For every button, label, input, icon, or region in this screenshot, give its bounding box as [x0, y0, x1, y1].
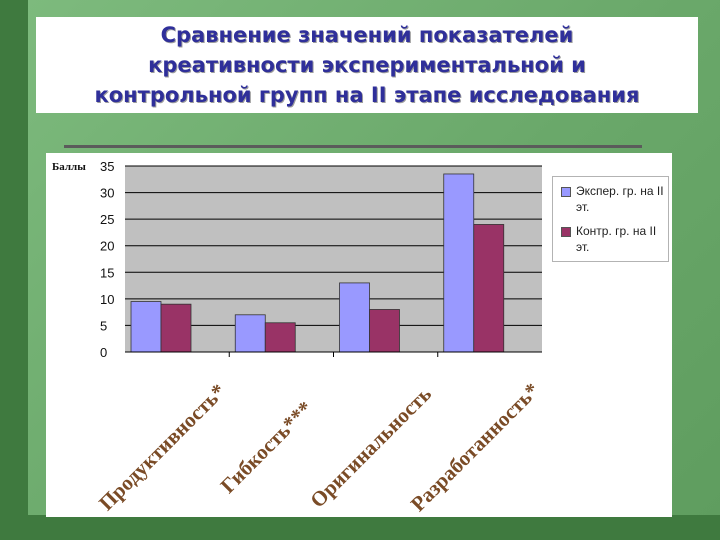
legend-swatch-experimental — [561, 187, 571, 197]
legend-item-experimental: Экспер. гр. на II эт. — [561, 183, 666, 215]
y-axis-label: Баллы — [52, 161, 86, 173]
x-tick-label-1: Гибкость*** — [216, 396, 318, 498]
title-box: Сравнение значений показателей креативно… — [36, 17, 698, 113]
legend-item-control: Контр. гр. на II эт. — [561, 223, 666, 255]
y-tick-label-25: 25 — [100, 212, 114, 227]
chart-container: 0 5 10 15 20 25 30 35 Продуктивность* Гибкость***… — [46, 153, 672, 517]
background-bottom-stripe — [0, 515, 720, 540]
bar-experimental-2 — [339, 282, 370, 353]
bar-control-3 — [473, 224, 505, 353]
bar-experimental-1 — [234, 314, 266, 353]
y-tick-label-5: 5 — [100, 318, 107, 333]
x-tick-label-0: Продуктивность* — [94, 379, 230, 515]
bar-control-1 — [264, 322, 296, 353]
slide-title: Сравнение значений показателей креативно… — [94, 23, 640, 107]
background-left-stripe — [0, 0, 28, 540]
divider-line — [64, 145, 642, 148]
y-tick-label-35: 35 — [100, 159, 114, 174]
chart-legend: Экспер. гр. на II эт. Контр. гр. на II э… — [552, 176, 669, 262]
legend-swatch-control — [561, 227, 571, 237]
y-tick-label-0: 0 — [100, 345, 107, 360]
y-tick-label-30: 30 — [100, 186, 114, 201]
legend-label-experimental: Экспер. гр. на II эт. — [576, 184, 664, 214]
bar-control-2 — [369, 309, 400, 353]
legend-label-control: Контр. гр. на II эт. — [576, 224, 657, 254]
bar-chart: 0 5 10 15 20 25 30 35 Продуктивность*Гибкость***… — [94, 159, 544, 516]
y-tick-label-15: 15 — [100, 265, 114, 280]
y-tick-label-20: 20 — [100, 239, 114, 254]
bar-experimental-3 — [443, 173, 475, 353]
y-tick-label-10: 10 — [100, 292, 114, 307]
bar-control-0 — [160, 303, 192, 353]
bar-experimental-0 — [130, 301, 162, 353]
